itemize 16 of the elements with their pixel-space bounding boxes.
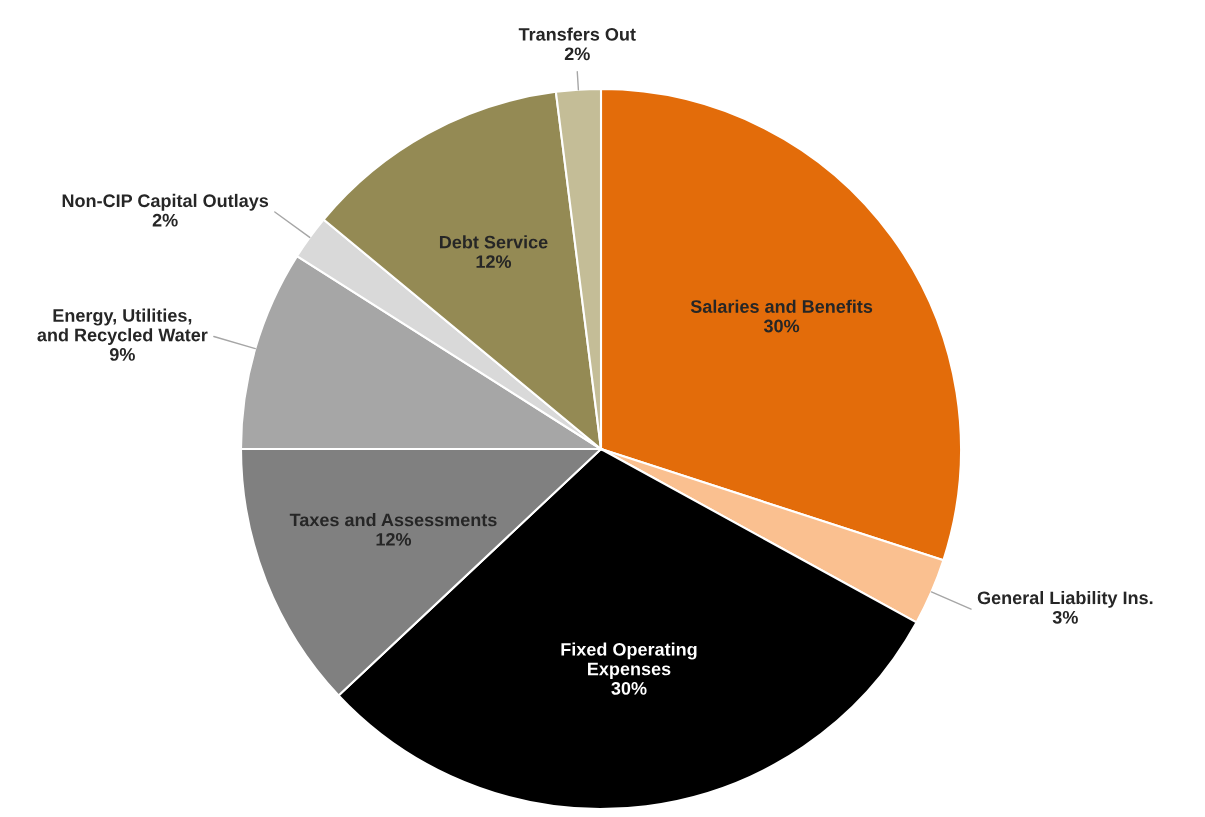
- data-label: 9%: [109, 348, 135, 361]
- data-label: 2%: [152, 213, 178, 227]
- data-label: 30%: [763, 319, 800, 333]
- slice-label: Salaries and Benefits: [690, 299, 873, 313]
- slice-label: Debt Service: [439, 235, 548, 249]
- data-label: 30%: [611, 681, 647, 695]
- data-label: 12%: [476, 255, 512, 268]
- slice-label: Taxes and Assessments: [289, 513, 497, 527]
- slice-label: Energy, Utilities, and Recycled Water: [37, 308, 208, 345]
- slice-label: Transfers Out: [518, 27, 636, 41]
- data-label: 2%: [564, 47, 590, 61]
- slice-label: General Liability Ins.: [977, 590, 1153, 608]
- slice-label: Fixed Operating Expenses: [561, 642, 697, 679]
- data-label: 3%: [1052, 610, 1078, 624]
- data-label: 12%: [376, 532, 412, 546]
- slice-label: Non-CIP Capital Outlays: [62, 193, 269, 211]
